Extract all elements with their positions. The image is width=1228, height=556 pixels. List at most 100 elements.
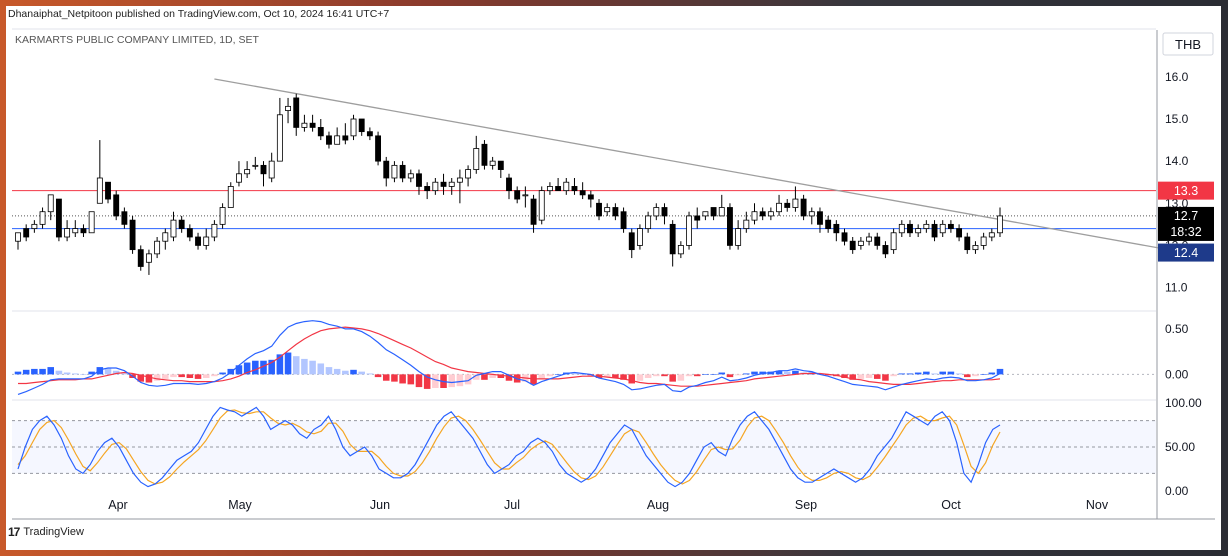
macd-tick-label: 0.00 [1165, 367, 1189, 381]
price-tick-label: 11.0 [1165, 281, 1188, 295]
candle [137, 245, 144, 271]
macd-histogram-bar [792, 370, 799, 375]
candle-body [727, 207, 733, 246]
candle [424, 182, 431, 200]
macd-histogram-bar [22, 369, 30, 375]
candle-body [416, 173, 422, 187]
candle-body [293, 97, 300, 128]
candle [988, 228, 995, 242]
candle-body [113, 194, 120, 217]
candle [170, 211, 177, 242]
candle [710, 207, 717, 221]
candle [448, 178, 455, 195]
candle-body [620, 211, 627, 229]
macd-histogram-bar [923, 371, 930, 375]
candle-body [677, 245, 684, 255]
candle [669, 220, 676, 267]
candle [964, 232, 971, 254]
candle [326, 131, 332, 149]
candle-body [857, 240, 864, 246]
candle [350, 114, 357, 141]
candle [980, 232, 987, 250]
candle-body [309, 122, 316, 128]
candle [546, 182, 553, 195]
candle [972, 241, 979, 254]
candle-body [972, 245, 979, 251]
macd-histogram-bar [252, 360, 259, 375]
candle-body [530, 198, 537, 225]
macd-histogram-bar [358, 371, 365, 375]
candle-body [88, 211, 95, 234]
candle [514, 186, 521, 204]
candle [154, 237, 161, 259]
macd-histogram-bar [857, 374, 865, 379]
candle-body [628, 232, 635, 251]
candle-body [473, 148, 480, 170]
macd-histogram-bar [382, 374, 390, 381]
candle-body [506, 177, 512, 192]
candle [391, 161, 398, 183]
currency-label: THB [1175, 37, 1201, 52]
candle-body [931, 223, 938, 238]
candle-body [276, 114, 283, 162]
candle [874, 232, 881, 250]
candle-body [776, 202, 782, 213]
candle-body [579, 190, 586, 196]
candle [121, 207, 128, 229]
macd-histogram-bar [890, 374, 897, 377]
candle-body [694, 215, 701, 221]
candle-body [661, 207, 668, 217]
candle [808, 207, 815, 225]
candle [653, 203, 660, 221]
candle-body [334, 135, 341, 145]
symbol-title: KARMARTS PUBLIC COMPANY LIMITED, 1D, SET [15, 34, 259, 46]
candle [735, 220, 742, 250]
macd-histogram-bar [955, 373, 963, 375]
candle [555, 178, 562, 192]
candle [833, 220, 840, 242]
macd-histogram-bar [906, 373, 914, 375]
macd-histogram-bar [219, 372, 226, 375]
macd-histogram-bar [260, 360, 267, 375]
macd-signal-line [18, 326, 1001, 387]
price-tick-label: 15.0 [1165, 112, 1189, 126]
candle [628, 228, 635, 259]
candle [890, 228, 897, 254]
currency-box [1162, 32, 1214, 56]
candle [88, 211, 95, 234]
candle-body [596, 202, 602, 217]
tradingview-logo[interactable]: 17 TradingView [8, 525, 84, 539]
macd-histogram-bar [333, 368, 341, 375]
candle-body [800, 198, 807, 217]
candle [506, 173, 512, 200]
stoch-d-line [17, 409, 1001, 485]
candle [751, 203, 758, 225]
macd-histogram-bar [456, 374, 464, 387]
macd-histogram-bar [481, 374, 488, 380]
candle [105, 181, 111, 204]
macd-histogram-bar [47, 367, 55, 375]
candle-body [563, 181, 570, 192]
macd-histogram-bar [391, 374, 398, 382]
macd-histogram-bar [628, 374, 636, 384]
macd-histogram-bar [194, 374, 202, 379]
candle [309, 114, 316, 132]
candle-body [956, 228, 963, 238]
time-axis-label: Sep [795, 498, 817, 512]
candle-body [923, 223, 930, 229]
macd-histogram-bar [939, 371, 946, 375]
macd-histogram-bar [718, 372, 726, 375]
macd-histogram-bar [988, 372, 996, 375]
candle-body [465, 169, 472, 179]
macd-histogram-bar [55, 370, 63, 375]
macd-histogram-bar [72, 373, 79, 375]
candle [145, 249, 152, 275]
candle [236, 161, 242, 187]
macd-histogram-bar [121, 373, 128, 375]
candle-body [170, 219, 177, 238]
candle [538, 186, 545, 225]
macd-histogram-bar [301, 358, 308, 375]
candle-body [105, 181, 111, 200]
candle-body [743, 219, 750, 229]
